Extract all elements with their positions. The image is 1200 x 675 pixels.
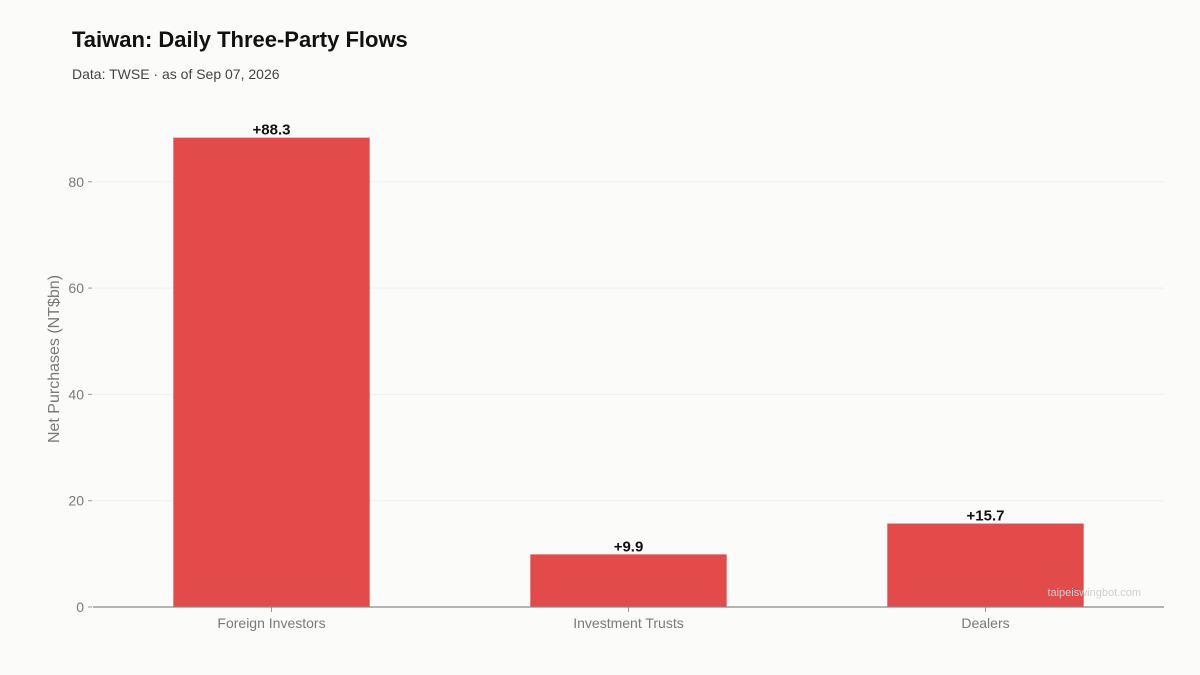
chart-subtitle: Data: TWSE · as of Sep 07, 2026 — [72, 66, 280, 82]
y-tick-label: 60 — [68, 280, 84, 296]
value-labels: +88.3 +9.9 +15.7 — [253, 122, 1005, 556]
bar — [530, 554, 727, 607]
bars — [173, 137, 1084, 607]
chart-title: Taiwan: Daily Three-Party Flows — [72, 27, 408, 52]
x-tick-label: Investment Trusts — [573, 615, 683, 631]
y-tick-label: 40 — [68, 386, 84, 402]
bar-value-label: +9.9 — [614, 538, 644, 555]
y-axis-label: Net Purchases (NT$bn) — [46, 275, 63, 443]
watermark: taipeiswingbot.com — [1047, 587, 1141, 599]
axes: 0 20 40 60 80 Foreign Investors Investment Tru… — [68, 174, 1164, 631]
bar — [887, 523, 1084, 607]
y-tick-label: 20 — [68, 493, 84, 509]
x-tick-label: Foreign Investors — [217, 615, 325, 631]
bar-value-label: +88.3 — [253, 122, 291, 139]
y-tick-label: 80 — [68, 174, 84, 190]
x-tick-label: Dealers — [961, 615, 1009, 631]
bar — [173, 137, 370, 607]
y-tick-label: 0 — [76, 599, 84, 615]
bar-value-label: +15.7 — [967, 508, 1005, 525]
